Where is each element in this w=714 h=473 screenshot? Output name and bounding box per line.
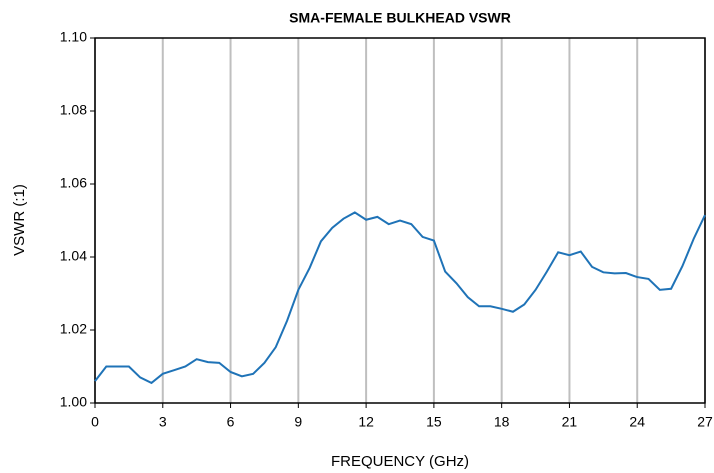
y-tick-label: 1.06: [60, 175, 87, 191]
y-tick-label: 1.02: [60, 321, 87, 337]
x-tick-label: 27: [697, 414, 713, 430]
x-axis-label: FREQUENCY (GHz): [331, 453, 469, 470]
x-tick-label: 15: [426, 414, 442, 430]
y-tick-label: 1.04: [60, 248, 87, 264]
chart-title: SMA-FEMALE BULKHEAD VSWR: [289, 10, 511, 26]
data-line: [94, 211, 706, 385]
x-tick-label: 18: [494, 414, 510, 430]
y-tick-label: 1.00: [60, 394, 87, 410]
x-tick-label: 6: [227, 414, 235, 430]
y-tick-label: 1.08: [60, 102, 87, 118]
x-tick-label: 0: [91, 414, 99, 430]
x-tick-label: 12: [358, 414, 374, 430]
plot-frame: [94, 37, 706, 404]
x-tick-label: 3: [159, 414, 167, 430]
x-tick-label: 24: [629, 414, 645, 430]
y-axis-label: VSWR (:1): [11, 184, 28, 256]
x-tick-label: 9: [294, 414, 302, 430]
x-tick-label: 21: [562, 414, 578, 430]
y-tick-label: 1.10: [60, 29, 87, 45]
